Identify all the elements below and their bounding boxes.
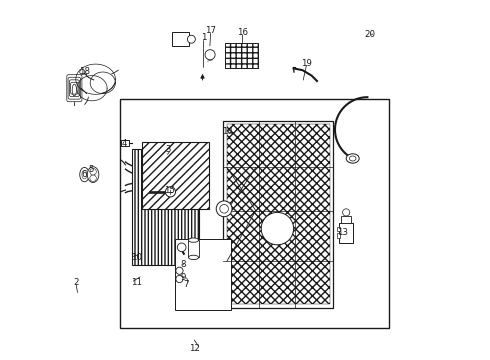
Ellipse shape [205, 50, 215, 60]
Text: 8: 8 [181, 260, 186, 269]
Bar [223, 121, 333, 308]
Ellipse shape [189, 255, 198, 260]
Text: 3: 3 [166, 145, 171, 154]
Ellipse shape [187, 35, 196, 43]
Text: 9: 9 [181, 273, 186, 282]
Text: 10: 10 [130, 253, 142, 262]
Text: 11: 11 [131, 278, 142, 287]
Ellipse shape [80, 69, 85, 75]
Text: 5: 5 [88, 165, 94, 174]
Bar [175, 239, 231, 310]
Bar [143, 142, 209, 209]
Text: 15: 15 [164, 186, 175, 195]
Bar [339, 223, 353, 243]
Ellipse shape [261, 212, 294, 245]
Bar [341, 216, 351, 223]
Ellipse shape [220, 204, 228, 213]
Bar [337, 227, 340, 231]
Text: 6: 6 [81, 170, 87, 179]
Ellipse shape [90, 168, 97, 175]
Text: 16: 16 [237, 28, 248, 37]
Bar [132, 149, 198, 265]
Ellipse shape [166, 187, 175, 197]
Text: 18: 18 [79, 68, 90, 77]
Bar [225, 43, 258, 68]
Text: 17: 17 [205, 26, 216, 35]
Text: 20: 20 [365, 30, 376, 39]
Text: 4: 4 [122, 139, 127, 148]
Ellipse shape [216, 201, 232, 217]
Ellipse shape [176, 275, 183, 283]
Ellipse shape [343, 209, 350, 216]
Bar [172, 32, 189, 46]
Ellipse shape [349, 156, 356, 161]
Ellipse shape [189, 238, 198, 242]
Ellipse shape [87, 167, 99, 183]
Bar [120, 99, 389, 328]
Bar [337, 233, 340, 238]
Bar [227, 124, 330, 304]
Text: 1: 1 [201, 33, 206, 42]
Text: 13: 13 [337, 228, 347, 237]
Text: 19: 19 [301, 58, 312, 68]
Ellipse shape [346, 154, 359, 163]
Bar [189, 240, 198, 257]
Ellipse shape [176, 267, 183, 274]
Text: 12: 12 [189, 344, 200, 353]
Text: 7: 7 [184, 280, 189, 289]
Bar [121, 140, 129, 146]
Ellipse shape [80, 167, 89, 182]
Ellipse shape [82, 170, 87, 179]
Text: 2: 2 [73, 278, 78, 287]
Ellipse shape [177, 243, 186, 252]
Text: 14: 14 [222, 127, 233, 136]
Ellipse shape [90, 175, 97, 181]
